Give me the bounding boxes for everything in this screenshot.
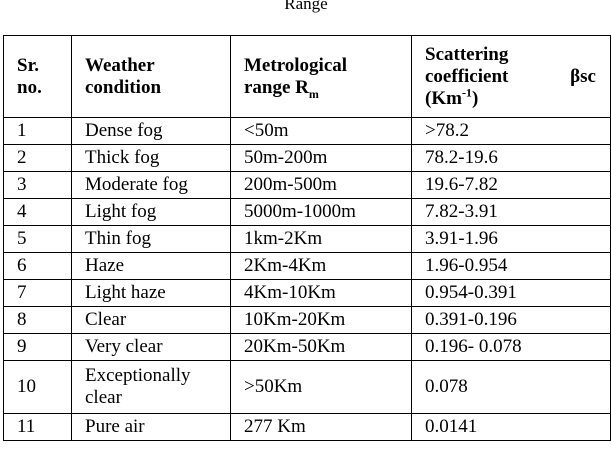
header-sc-symbol: βsc <box>570 65 596 87</box>
header-sc-line2-left: coefficient <box>425 65 509 87</box>
cell-coefficient: 78.2-19.6 <box>411 144 611 172</box>
cell-range: 4Km-10Km <box>230 279 412 307</box>
cell-range: 277 Km <box>230 413 412 441</box>
cell-range: 20Km-50Km <box>230 333 412 361</box>
cell-sr: 5 <box>3 225 72 253</box>
cell-range: >50Km <box>230 360 412 414</box>
cell-coefficient: 0.391-0.196 <box>411 306 611 334</box>
cell-condition: Light fog <box>71 198 231 226</box>
cell-sr: 6 <box>3 252 72 280</box>
table-row: 9 Very clear 20Km-50Km 0.196- 0.078 <box>3 333 611 361</box>
header-metrological-range: Metrological range Rm <box>230 35 412 118</box>
cell-sr: 1 <box>3 117 72 145</box>
cell-coefficient: 3.91-1.96 <box>411 225 611 253</box>
table-row: 3 Moderate fog 200m-500m 19.6-7.82 <box>3 171 611 199</box>
header-sc-line1: Scattering <box>425 43 509 65</box>
cell-range: 5000m-1000m <box>230 198 412 226</box>
cell-condition: Thick fog <box>71 144 231 172</box>
cell-sr: 9 <box>3 333 72 361</box>
header-range-line2: range R <box>244 76 309 98</box>
table-row: 6 Haze 2Km-4Km 1.96-0.954 <box>3 252 611 280</box>
cell-range: 1km-2Km <box>230 225 412 253</box>
header-weather-line2: condition <box>85 76 162 98</box>
cell-sr: 7 <box>3 279 72 307</box>
header-sc-unit-close: ) <box>471 87 479 109</box>
cell-sr: 4 <box>3 198 72 226</box>
header-weather-condition: Weather condition <box>71 35 231 118</box>
cell-coefficient: 0.196- 0.078 <box>411 333 611 361</box>
cell-sr: 11 <box>3 413 72 441</box>
cell-coefficient: 19.6-7.82 <box>411 171 611 199</box>
cell-coefficient: 0.0141 <box>411 413 611 441</box>
table-row: 11 Pure air 277 Km 0.0141 <box>3 413 611 441</box>
table-row: 2 Thick fog 50m-200m 78.2-19.6 <box>3 144 611 172</box>
header-range-subscript: m <box>308 86 319 101</box>
cell-range: 50m-200m <box>230 144 412 172</box>
table-row: 7 Light haze 4Km-10Km 0.954-0.391 <box>3 279 611 307</box>
cell-coefficient: >78.2 <box>411 117 611 145</box>
cell-coefficient: 7.82-3.91 <box>411 198 611 226</box>
cell-condition: Light haze <box>71 279 231 307</box>
header-sc-unit-sup: -1 <box>461 85 472 100</box>
cell-condition-line2: clear <box>85 387 122 408</box>
cell-sr: 2 <box>3 144 72 172</box>
header-sr-line1: Sr. <box>17 54 40 76</box>
cell-range: 2Km-4Km <box>230 252 412 280</box>
cell-coefficient: 0.954-0.391 <box>411 279 611 307</box>
cell-condition: Exceptionally clear <box>71 360 231 414</box>
header-sr-line2: no. <box>17 76 42 98</box>
cell-condition: Moderate fog <box>71 171 231 199</box>
header-row: Sr. no. Weather condition Metrological r… <box>3 35 611 118</box>
cell-sr: 10 <box>3 360 72 414</box>
cell-condition: Very clear <box>71 333 231 361</box>
cell-condition: Haze <box>71 252 231 280</box>
header-sr-no: Sr. no. <box>3 35 72 118</box>
cell-range: 10Km-20Km <box>230 306 412 334</box>
cell-range: 200m-500m <box>230 171 412 199</box>
table-row: 10 Exceptionally clear >50Km 0.078 <box>3 360 611 414</box>
table-row: 5 Thin fog 1km-2Km 3.91-1.96 <box>3 225 611 253</box>
table-row: 8 Clear 10Km-20Km 0.391-0.196 <box>3 306 611 334</box>
cell-condition-line1: Exceptionally <box>85 365 191 386</box>
table-caption: Range <box>284 0 328 13</box>
cell-condition: Dense fog <box>71 117 231 145</box>
header-sc-unit-open: (Km <box>425 87 462 109</box>
cell-sr: 3 <box>3 171 72 199</box>
header-range-line1: Metrological <box>244 54 348 76</box>
cell-condition: Thin fog <box>71 225 231 253</box>
table-row: 1 Dense fog <50m >78.2 <box>3 117 611 145</box>
header-weather-line1: Weather <box>85 54 155 76</box>
cell-condition: Clear <box>71 306 231 334</box>
cell-range: <50m <box>230 117 412 145</box>
weather-scattering-table: Sr. no. Weather condition Metrological r… <box>3 35 611 441</box>
cell-sr: 8 <box>3 306 72 334</box>
cell-condition: Pure air <box>71 413 231 441</box>
cell-coefficient: 0.078 <box>411 360 611 414</box>
table-row: 4 Light fog 5000m-1000m 7.82-3.91 <box>3 198 611 226</box>
header-scattering-coefficient: Scattering coefficient βsc (Km-1) <box>411 35 611 118</box>
cell-coefficient: 1.96-0.954 <box>411 252 611 280</box>
